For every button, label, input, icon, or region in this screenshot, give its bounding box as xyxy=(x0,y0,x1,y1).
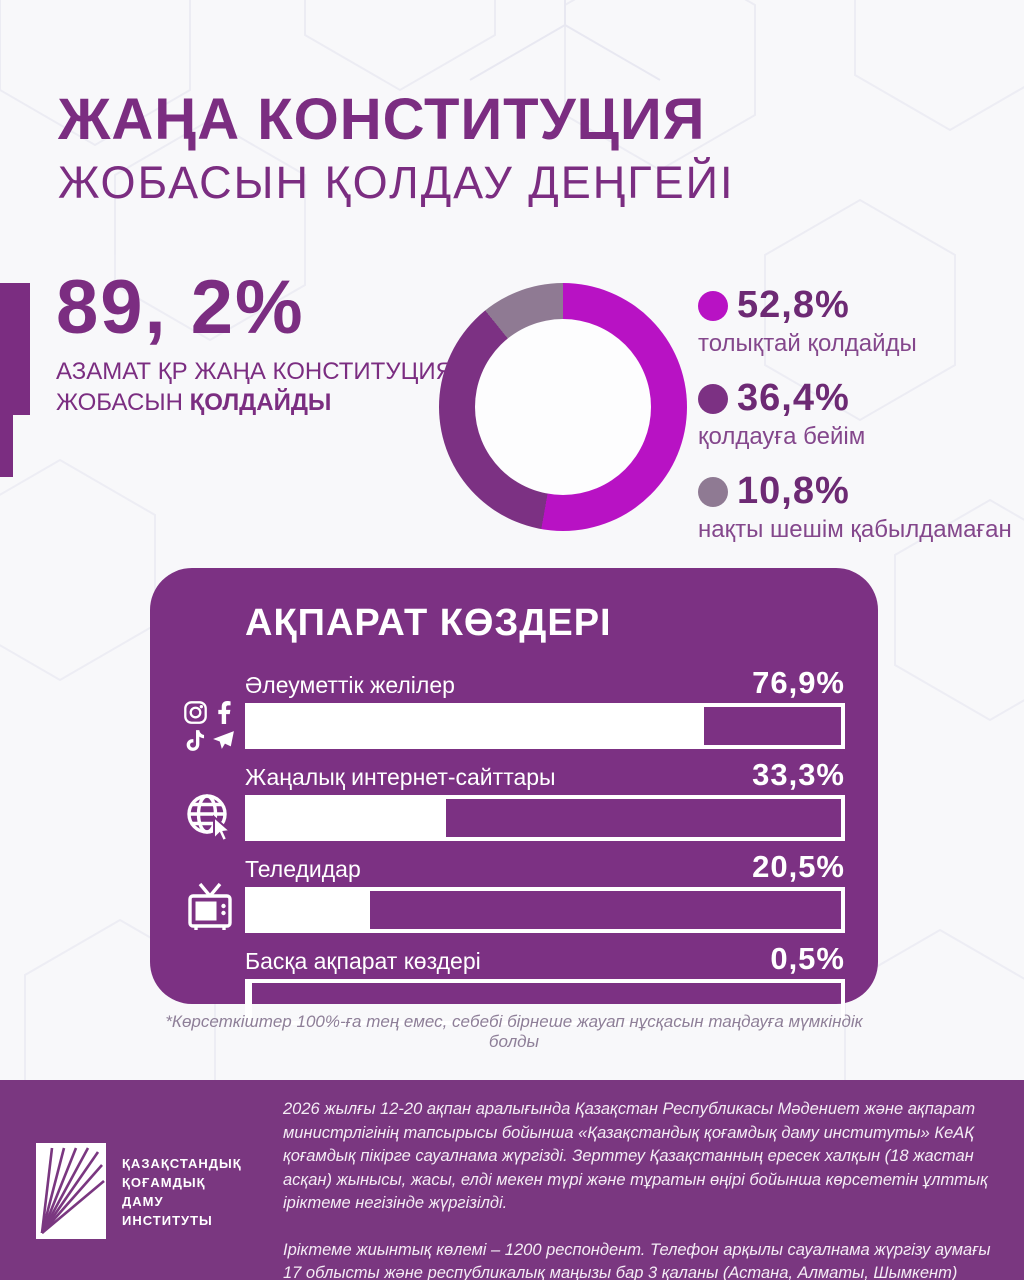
tiktok-icon xyxy=(182,727,209,754)
footnote: *Көрсеткіштер 100%-ға тең емес, себебі б… xyxy=(165,1012,863,1051)
headline-description: АЗАМАТ ҚР ЖАҢА КОНСТИТУЦИЯСЫ ЖОБАСЫН ҚОЛ… xyxy=(56,356,492,418)
legend-value: 10,8% xyxy=(737,470,850,512)
information-sources-panel: АҚПАРАТ КӨЗДЕРІ Әлеуметтік желілер 76,9% xyxy=(150,568,878,1025)
headline-desc-line1: АЗАМАТ ҚР ЖАҢА КОНСТИТУЦИЯСЫ xyxy=(56,358,492,385)
donut-legend: 52,8% толықтай қолдайды 36,4% қолдауға б… xyxy=(698,284,1012,563)
bar-label: Басқа ақпарат көздері xyxy=(245,948,481,974)
donut-chart xyxy=(439,283,687,531)
instagram-icon xyxy=(182,699,209,726)
legend-value: 52,8% xyxy=(737,284,850,326)
bar-row-other-sources: Басқа ақпарат көздері 0,5% xyxy=(245,943,845,1025)
methodology-text: 2026 жылғы 12-20 ақпан аралығында Қазақс… xyxy=(283,1098,995,1280)
logo-text-line: ҚАЗАҚСТАНДЫҚ xyxy=(122,1156,242,1171)
headline-block: 89, 2% АЗАМАТ ҚР ЖАҢА КОНСТИТУЦИЯСЫ ЖОБА… xyxy=(56,268,492,418)
legend-item-undecided: 10,8% нақты шешім қабылдамаған xyxy=(698,470,1012,544)
bar-track xyxy=(245,979,845,1025)
left-accent-bar-small xyxy=(0,415,13,477)
bar-track xyxy=(245,703,845,749)
methodology-paragraph-1: 2026 жылғы 12-20 ақпан аралығында Қазақс… xyxy=(283,1100,988,1212)
tv-icon xyxy=(182,879,238,942)
title-line1: ЖАҢА КОНСТИТУЦИЯ xyxy=(58,87,706,152)
logo-text-line: ДАМУ xyxy=(122,1194,164,1209)
legend-dot-gray xyxy=(698,476,728,507)
bar-fill xyxy=(249,707,705,745)
bar-fill xyxy=(249,983,252,1021)
title-line2: ЖОБАСЫН ҚОЛДАУ ДЕҢГЕЙІ xyxy=(58,157,735,208)
page-title: ЖАҢА КОНСТИТУЦИЯ ЖОБАСЫН ҚОЛДАУ ДЕҢГЕЙІ xyxy=(58,88,735,210)
facebook-icon xyxy=(210,699,237,726)
globe-cursor-icon xyxy=(182,789,236,852)
bar-value: 33,3% xyxy=(752,757,845,792)
headline-desc-line2-bold: ҚОЛДАЙДЫ xyxy=(189,389,332,416)
legend-item-fully-support: 52,8% толықтай қолдайды xyxy=(698,284,1012,358)
institute-logo xyxy=(36,1143,106,1244)
donut-hole xyxy=(475,319,651,495)
sources-title: АҚПАРАТ КӨЗДЕРІ xyxy=(245,602,612,644)
bar-label: Теледидар xyxy=(245,856,361,882)
bar-value: 0,5% xyxy=(770,941,845,976)
bar-track xyxy=(245,887,845,933)
telegram-icon xyxy=(210,727,237,754)
logo-text-line: ҚОҒАМДЫҚ xyxy=(122,1175,206,1190)
legend-label: қолдауға бейім xyxy=(698,423,866,450)
bar-label: Жаңалық интернет-сайттары xyxy=(245,764,556,790)
bar-value: 76,9% xyxy=(752,665,845,700)
legend-dot-magenta xyxy=(698,290,728,321)
logo-text-line: ИНСТИТУТЫ xyxy=(122,1213,213,1228)
bar-label: Әлеуметтік желілер xyxy=(245,672,455,698)
headline-desc-line2-regular: ЖОБАСЫН xyxy=(56,389,190,416)
bar-fill xyxy=(249,891,371,929)
legend-label: толықтай қолдайды xyxy=(698,330,917,357)
institute-logo-text: ҚАЗАҚСТАНДЫҚ ҚОҒАМДЫҚ ДАМУ ИНСТИТУТЫ xyxy=(122,1154,242,1230)
social-icons-group xyxy=(182,699,237,754)
bar-fill xyxy=(249,799,447,837)
headline-value: 89, 2% xyxy=(56,265,305,350)
legend-item-lean-support: 36,4% қолдауға бейім xyxy=(698,377,1012,451)
legend-label: нақты шешім қабылдамаған xyxy=(698,516,1012,543)
legend-value: 36,4% xyxy=(737,377,850,419)
bar-value: 20,5% xyxy=(752,849,845,884)
bar-row-news-websites: Жаңалық интернет-сайттары 33,3% xyxy=(187,757,845,843)
bar-track xyxy=(245,795,845,841)
left-accent-bar xyxy=(0,283,30,415)
bar-row-social-networks: Әлеуметтік желілер 76,9% xyxy=(184,665,845,751)
methodology-paragraph-2: Іріктеме жиынтық көлемі – 1200 респонден… xyxy=(283,1240,991,1280)
footer: ҚАЗАҚСТАНДЫҚ ҚОҒАМДЫҚ ДАМУ ИНСТИТУТЫ 202… xyxy=(0,1080,1024,1280)
legend-dot-purple xyxy=(698,383,728,414)
bar-row-television: Теледидар 20,5% xyxy=(188,849,845,933)
